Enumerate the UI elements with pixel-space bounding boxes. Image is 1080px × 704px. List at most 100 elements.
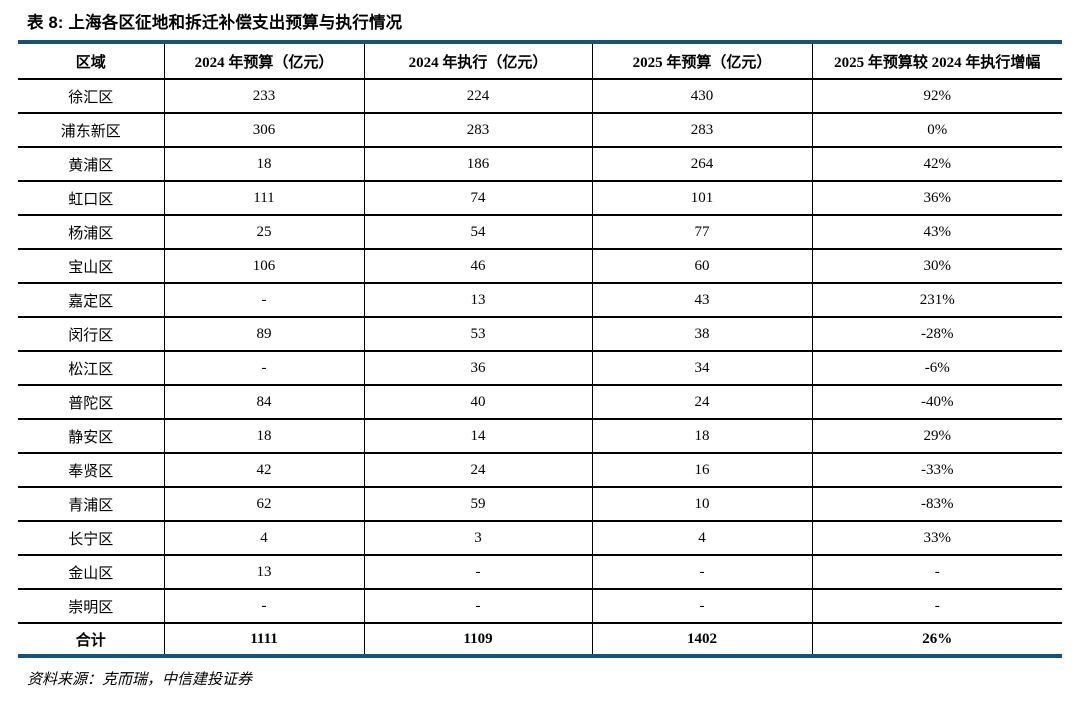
value-cell: 14 [363,419,592,454]
value-cell: -40% [811,385,1062,420]
value-cell: 33% [811,521,1062,556]
table-row: 浦东新区 306 283 283 0% [18,113,1062,148]
value-cell: 283 [591,113,812,148]
region-cell: 松江区 [18,351,164,386]
value-cell: 30% [811,249,1062,284]
value-cell: - [163,351,364,386]
table-row: 杨浦区 25 54 77 43% [18,215,1062,250]
region-cell: 闵行区 [18,317,164,352]
value-cell: 0% [811,113,1062,148]
value-cell: 38 [591,317,812,352]
value-cell: 62 [163,487,364,522]
value-cell: 77 [591,215,812,250]
table-row: 宝山区 106 46 60 30% [18,249,1062,284]
value-cell: 264 [591,147,812,182]
table-row: 静安区 18 14 18 29% [18,419,1062,454]
value-cell: 36 [363,351,592,386]
value-cell: - [363,555,592,590]
value-cell: 43% [811,215,1062,250]
column-header: 2024 年执行（亿元） [363,44,592,80]
value-cell: - [363,589,592,624]
value-cell: -33% [811,453,1062,488]
region-cell: 普陀区 [18,385,164,420]
value-cell: - [811,589,1062,624]
value-cell: 89 [163,317,364,352]
value-cell: 60 [591,249,812,284]
value-cell: 24 [363,453,592,488]
value-cell: 13 [363,283,592,318]
value-cell: - [811,555,1062,590]
region-cell: 徐汇区 [18,79,164,114]
value-cell: 59 [363,487,592,522]
region-cell: 杨浦区 [18,215,164,250]
value-cell: -83% [811,487,1062,522]
value-cell: 111 [163,181,364,216]
total-value-cell: 1109 [363,623,592,654]
value-cell: - [591,555,812,590]
value-cell: 84 [163,385,364,420]
total-value-cell: 26% [811,623,1062,654]
total-value-cell: 1111 [163,623,364,654]
value-cell: 231% [811,283,1062,318]
value-cell: 18 [163,419,364,454]
table-row: 奉贤区 42 24 16 -33% [18,453,1062,488]
value-cell: 430 [591,79,812,114]
region-cell: 长宁区 [18,521,164,556]
total-label-cell: 合计 [75,632,106,649]
table-row: 虹口区 111 74 101 36% [18,181,1062,216]
value-cell: 16 [591,453,812,488]
region-cell: 静安区 [18,419,164,454]
value-cell: - [163,283,364,318]
region-cell: 奉贤区 [18,453,164,488]
column-header: 区域 [18,44,164,80]
value-cell: 29% [811,419,1062,454]
budget-table-container: 区域 2024 年预算（亿元） 2024 年执行（亿元） 2025 年预算（亿元） 20… [18,40,1062,658]
budget-table: 区域 2024 年预算（亿元） 2024 年执行（亿元） 2025 年预算（亿元） 20… [18,44,1062,654]
value-cell: 233 [163,79,364,114]
value-cell: 54 [363,215,592,250]
region-cell: 浦东新区 [18,113,164,148]
column-header: 2025 年预算（亿元） [591,44,812,80]
value-cell: 74 [363,181,592,216]
table-row: 长宁区 4 3 4 33% [18,521,1062,556]
table-row: 徐汇区 233 224 430 92% [18,79,1062,114]
table-row: 青浦区 62 59 10 -83% [18,487,1062,522]
page-title: 表 8: 上海各区征地和拆迁补偿支出预算与执行情况 [27,14,403,32]
value-cell: - [591,589,812,624]
value-cell: 42 [163,453,364,488]
header-row: 区域 2024 年预算（亿元） 2024 年执行（亿元） 2025 年预算（亿元） 20… [18,44,1062,80]
value-cell: 306 [163,113,364,148]
source-note: 资料来源：克而瑞，中信建投证券 [27,672,253,688]
table-row: 黄浦区 18 186 264 42% [18,147,1062,182]
region-cell: 宝山区 [18,249,164,284]
region-cell: 黄浦区 [18,147,164,182]
value-cell: 3 [363,521,592,556]
column-header: 2024 年预算（亿元） [163,44,364,80]
value-cell: 224 [363,79,592,114]
table-row: 崇明区 - - - - [18,589,1062,624]
column-header: 2025 年预算较 2024 年执行增幅 [811,44,1062,80]
value-cell: 40 [363,385,592,420]
value-cell: 10 [591,487,812,522]
value-cell: 92% [811,79,1062,114]
value-cell: 4 [163,521,364,556]
table-row: 普陀区 84 40 24 -40% [18,385,1062,420]
value-cell: 18 [591,419,812,454]
value-cell: 43 [591,283,812,318]
table-row: 嘉定区 -13 43 231% [18,283,1062,318]
region-cell: 崇明区 [18,589,164,624]
value-cell: 46 [363,249,592,284]
total-value-cell: 1402 [591,623,812,654]
table-body: 徐汇区 233 224 430 92% 浦东新区 306 283 283 0% 黄浦区 18 186 26… [18,79,1062,654]
value-cell: 13 [163,555,364,590]
value-cell: 53 [363,317,592,352]
region-cell: 嘉定区 [18,283,164,318]
value-cell: 4 [591,521,812,556]
value-cell: 283 [363,113,592,148]
value-cell: 106 [163,249,364,284]
value-cell: 25 [163,215,364,250]
value-cell: 42% [811,147,1062,182]
table-top-rule [18,40,1062,44]
table-row: 闵行区 89 53 38 -28% [18,317,1062,352]
value-cell: 101 [591,181,812,216]
